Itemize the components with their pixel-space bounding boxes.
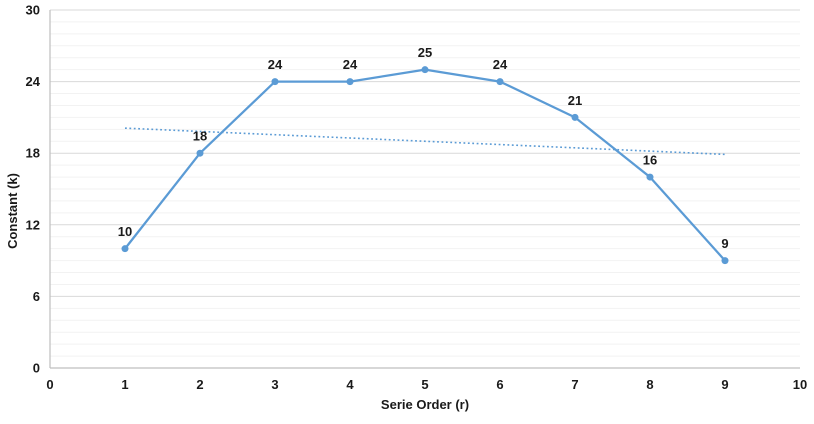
y-tick-label: 12: [26, 217, 40, 232]
x-tick-label: 9: [721, 377, 728, 392]
x-tick-label: 6: [496, 377, 503, 392]
data-point-marker: [646, 173, 654, 181]
data-point-marker: [421, 66, 429, 74]
trendline: [124, 127, 726, 156]
data-label-group: 10 18 24 24 25 24 21 16 9: [118, 45, 729, 251]
data-label: 18: [193, 129, 207, 144]
x-axis-title: Serie Order (r): [381, 397, 469, 412]
y-tick-label: 18: [26, 146, 40, 161]
x-tick-label: 7: [571, 377, 578, 392]
trendline-group: [124, 127, 726, 156]
y-tick-label: 24: [26, 74, 41, 89]
data-label: 9: [721, 236, 728, 251]
x-tick-label: 4: [346, 377, 354, 392]
data-point-marker: [721, 257, 729, 265]
x-tick-label: 8: [646, 377, 653, 392]
data-point-marker: [346, 78, 354, 86]
y-tick-labels: 0 6 12 18 24 30: [26, 3, 41, 376]
x-tick-label: 10: [793, 377, 807, 392]
x-tick-label: 2: [196, 377, 203, 392]
data-point-marker: [571, 113, 579, 121]
data-label: 16: [643, 153, 657, 168]
data-label: 24: [493, 57, 508, 72]
data-point-marker: [121, 245, 129, 253]
data-point-marker: [196, 149, 204, 157]
data-point-marker: [271, 78, 279, 86]
series-group: [121, 66, 729, 265]
x-tick-label: 1: [121, 377, 128, 392]
data-label: 24: [343, 57, 358, 72]
data-label: 24: [268, 57, 283, 72]
x-tick-label: 5: [421, 377, 428, 392]
axis-lines: [49, 10, 800, 369]
y-tick-label: 0: [33, 361, 40, 376]
y-tick-label: 30: [26, 3, 40, 18]
y-axis-title: Constant (k): [5, 173, 20, 249]
y-tick-label: 6: [33, 289, 40, 304]
data-label: 10: [118, 224, 132, 239]
x-tick-labels: 0 1 2 3 4 5 6 7 8 9 10: [46, 377, 807, 392]
data-label: 25: [418, 45, 432, 60]
minor-gridlines: [50, 21, 800, 357]
major-gridlines: [50, 9, 800, 297]
data-point-marker: [496, 78, 504, 86]
x-tick-label: 3: [271, 377, 278, 392]
data-label: 21: [568, 93, 582, 108]
x-tick-label: 0: [46, 377, 53, 392]
